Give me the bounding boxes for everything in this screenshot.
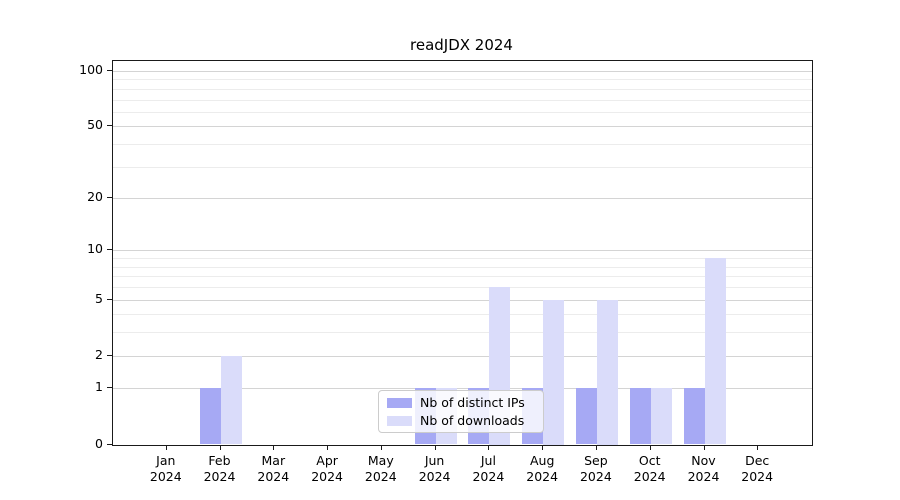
x-tick-mark [488, 445, 490, 450]
x-tick-label: Jan 2024 [149, 453, 182, 484]
legend-item-distinct-ips: Nb of distinct IPs [387, 395, 535, 410]
x-tick-mark [327, 445, 329, 450]
minor-gridline [113, 314, 812, 316]
x-tick-mark [649, 445, 651, 450]
major-gridline [113, 299, 812, 301]
y-tick-label: 1 [95, 379, 103, 395]
minor-gridline [113, 287, 812, 288]
y-tick-mark [107, 443, 112, 445]
minor-gridline [113, 266, 812, 268]
bar-downloads [650, 388, 672, 445]
y-tick-mark [107, 197, 112, 199]
legend-item-downloads: Nb of downloads [387, 413, 535, 428]
x-tick-mark [703, 445, 705, 450]
y-tick-mark [107, 125, 112, 127]
bar-distinct-ips [199, 388, 221, 445]
y-tick-mark [107, 249, 112, 251]
x-tick-label: Sep 2024 [579, 453, 612, 484]
minor-gridline [113, 99, 812, 101]
bar-downloads [704, 258, 726, 445]
x-tick-mark [757, 445, 759, 450]
y-tick-label: 2 [95, 346, 103, 362]
x-tick-label: May 2024 [364, 453, 397, 484]
y-tick-label: 5 [95, 290, 103, 306]
minor-gridline [113, 166, 812, 168]
x-tick-mark [434, 445, 436, 450]
bar-distinct-ips [575, 388, 597, 445]
major-gridline [113, 388, 812, 390]
legend: Nb of distinct IPs Nb of downloads [378, 390, 544, 433]
legend-swatch-downloads [387, 415, 412, 426]
y-tick-mark [107, 354, 112, 356]
minor-gridline [113, 258, 812, 260]
major-gridline [113, 71, 812, 72]
y-tick-label: 10 [87, 241, 103, 257]
x-tick-mark [273, 445, 275, 450]
x-tick-mark [595, 445, 597, 450]
major-gridline [113, 250, 812, 252]
x-tick-label: Oct 2024 [633, 453, 666, 484]
minor-gridline [113, 332, 812, 334]
x-tick-label: Jun 2024 [418, 453, 451, 484]
minor-gridline [113, 79, 812, 81]
y-tick-mark [107, 387, 112, 389]
minor-gridline [113, 88, 812, 90]
y-tick-label: 50 [87, 117, 103, 133]
x-tick-mark [165, 445, 167, 450]
x-tick-label: Nov 2024 [687, 453, 720, 484]
x-tick-mark [542, 445, 544, 450]
legend-swatch-distinct-ips [387, 397, 412, 408]
minor-gridline [113, 144, 812, 145]
y-tick-mark [107, 298, 112, 300]
bar-downloads [596, 299, 618, 445]
y-tick-mark [107, 70, 112, 71]
x-tick-label: Feb 2024 [203, 453, 236, 484]
bar-downloads [220, 355, 242, 445]
minor-gridline [113, 111, 812, 113]
x-tick-label: Jul 2024 [472, 453, 505, 484]
y-tick-label: 0 [95, 435, 103, 451]
x-tick-mark [380, 445, 382, 450]
chart-title: readJDX 2024 [410, 36, 513, 54]
x-tick-mark [219, 445, 221, 450]
bar-downloads [543, 299, 565, 445]
minor-gridline [113, 276, 812, 278]
x-tick-label: Mar 2024 [257, 453, 290, 484]
x-tick-label: Apr 2024 [311, 453, 343, 484]
major-gridline [113, 355, 812, 357]
bar-distinct-ips [629, 388, 651, 445]
bar-distinct-ips [683, 388, 705, 445]
x-tick-label: Aug 2024 [526, 453, 559, 484]
plot-area [112, 60, 813, 446]
legend-label-distinct-ips: Nb of distinct IPs [420, 395, 525, 410]
major-gridline [113, 198, 812, 200]
x-tick-label: Dec 2024 [741, 453, 774, 484]
y-tick-label: 20 [87, 189, 103, 205]
major-gridline [113, 126, 812, 128]
y-tick-label: 100 [79, 62, 103, 77]
legend-label-downloads: Nb of downloads [420, 413, 525, 428]
